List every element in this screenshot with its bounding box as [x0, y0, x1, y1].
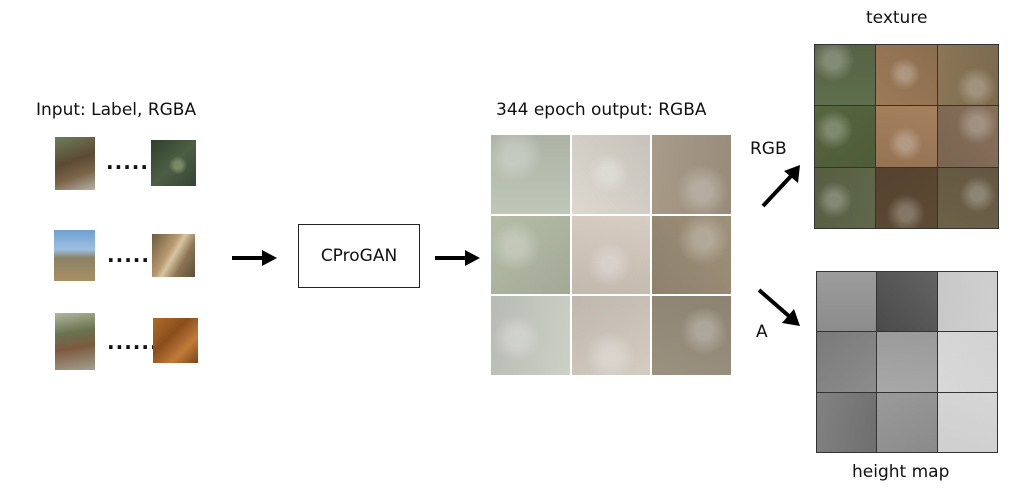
- texture-image-grid: [814, 44, 999, 229]
- model-label: CProGAN: [320, 246, 398, 266]
- output-image-grid: [491, 135, 731, 375]
- terrain-thumbnail-forest: [151, 140, 196, 186]
- arrow-right-icon: [232, 250, 277, 266]
- heightmap-tile: [877, 392, 937, 452]
- output-tile: [652, 296, 731, 375]
- ellipsis-dots: ......: [107, 243, 159, 267]
- texture-tile: [937, 167, 998, 228]
- output-title: 344 epoch output: RGBA: [496, 100, 707, 120]
- heightmap-tile: [877, 272, 937, 332]
- cprogan-model-box: CProGAN: [298, 224, 420, 288]
- texture-tile: [815, 45, 876, 106]
- heightmap-tile: [937, 272, 997, 332]
- texture-tile: [876, 45, 937, 106]
- output-tile: [491, 135, 570, 214]
- texture-tile: [876, 106, 937, 167]
- heightmap-tile: [877, 332, 937, 392]
- terrain-thumbnail-scrub: [153, 318, 198, 363]
- output-tile: [652, 215, 731, 295]
- texture-tile: [815, 167, 876, 228]
- photo-thumbnail-joshua-tree: [54, 230, 95, 281]
- output-tile: [571, 296, 651, 375]
- output-tile: [491, 215, 570, 295]
- texture-title: texture: [866, 8, 928, 28]
- heightmap-tile: [817, 392, 877, 452]
- alpha-channel-label: A: [756, 322, 768, 342]
- arrow-up-right-icon: [761, 165, 800, 208]
- output-tile: [491, 296, 570, 375]
- output-tile: [571, 135, 651, 214]
- texture-tile: [876, 167, 937, 228]
- texture-tile: [937, 45, 998, 106]
- terrain-thumbnail-desert: [152, 234, 195, 277]
- heightmap-tile: [817, 272, 877, 332]
- heightmap-tile: [937, 392, 997, 452]
- photo-thumbnail-hikers: [55, 313, 95, 370]
- input-title: Input: Label, RGBA: [36, 100, 197, 120]
- output-tile: [652, 135, 731, 214]
- heightmap-tile: [817, 332, 877, 392]
- ellipsis-dots: ......: [106, 150, 158, 174]
- ellipsis-dots: ......: [107, 330, 159, 354]
- photo-thumbnail-bear: [55, 137, 95, 190]
- texture-tile: [815, 106, 876, 167]
- arrow-right-icon: [435, 250, 480, 266]
- output-tile: [571, 215, 651, 295]
- rgb-channel-label: RGB: [750, 139, 787, 159]
- heightmap-tile: [937, 332, 997, 392]
- arrow-down-right-icon: [757, 288, 800, 326]
- heightmap-image-grid: [816, 271, 998, 453]
- heightmap-title: height map: [852, 462, 950, 482]
- texture-tile: [937, 106, 998, 167]
